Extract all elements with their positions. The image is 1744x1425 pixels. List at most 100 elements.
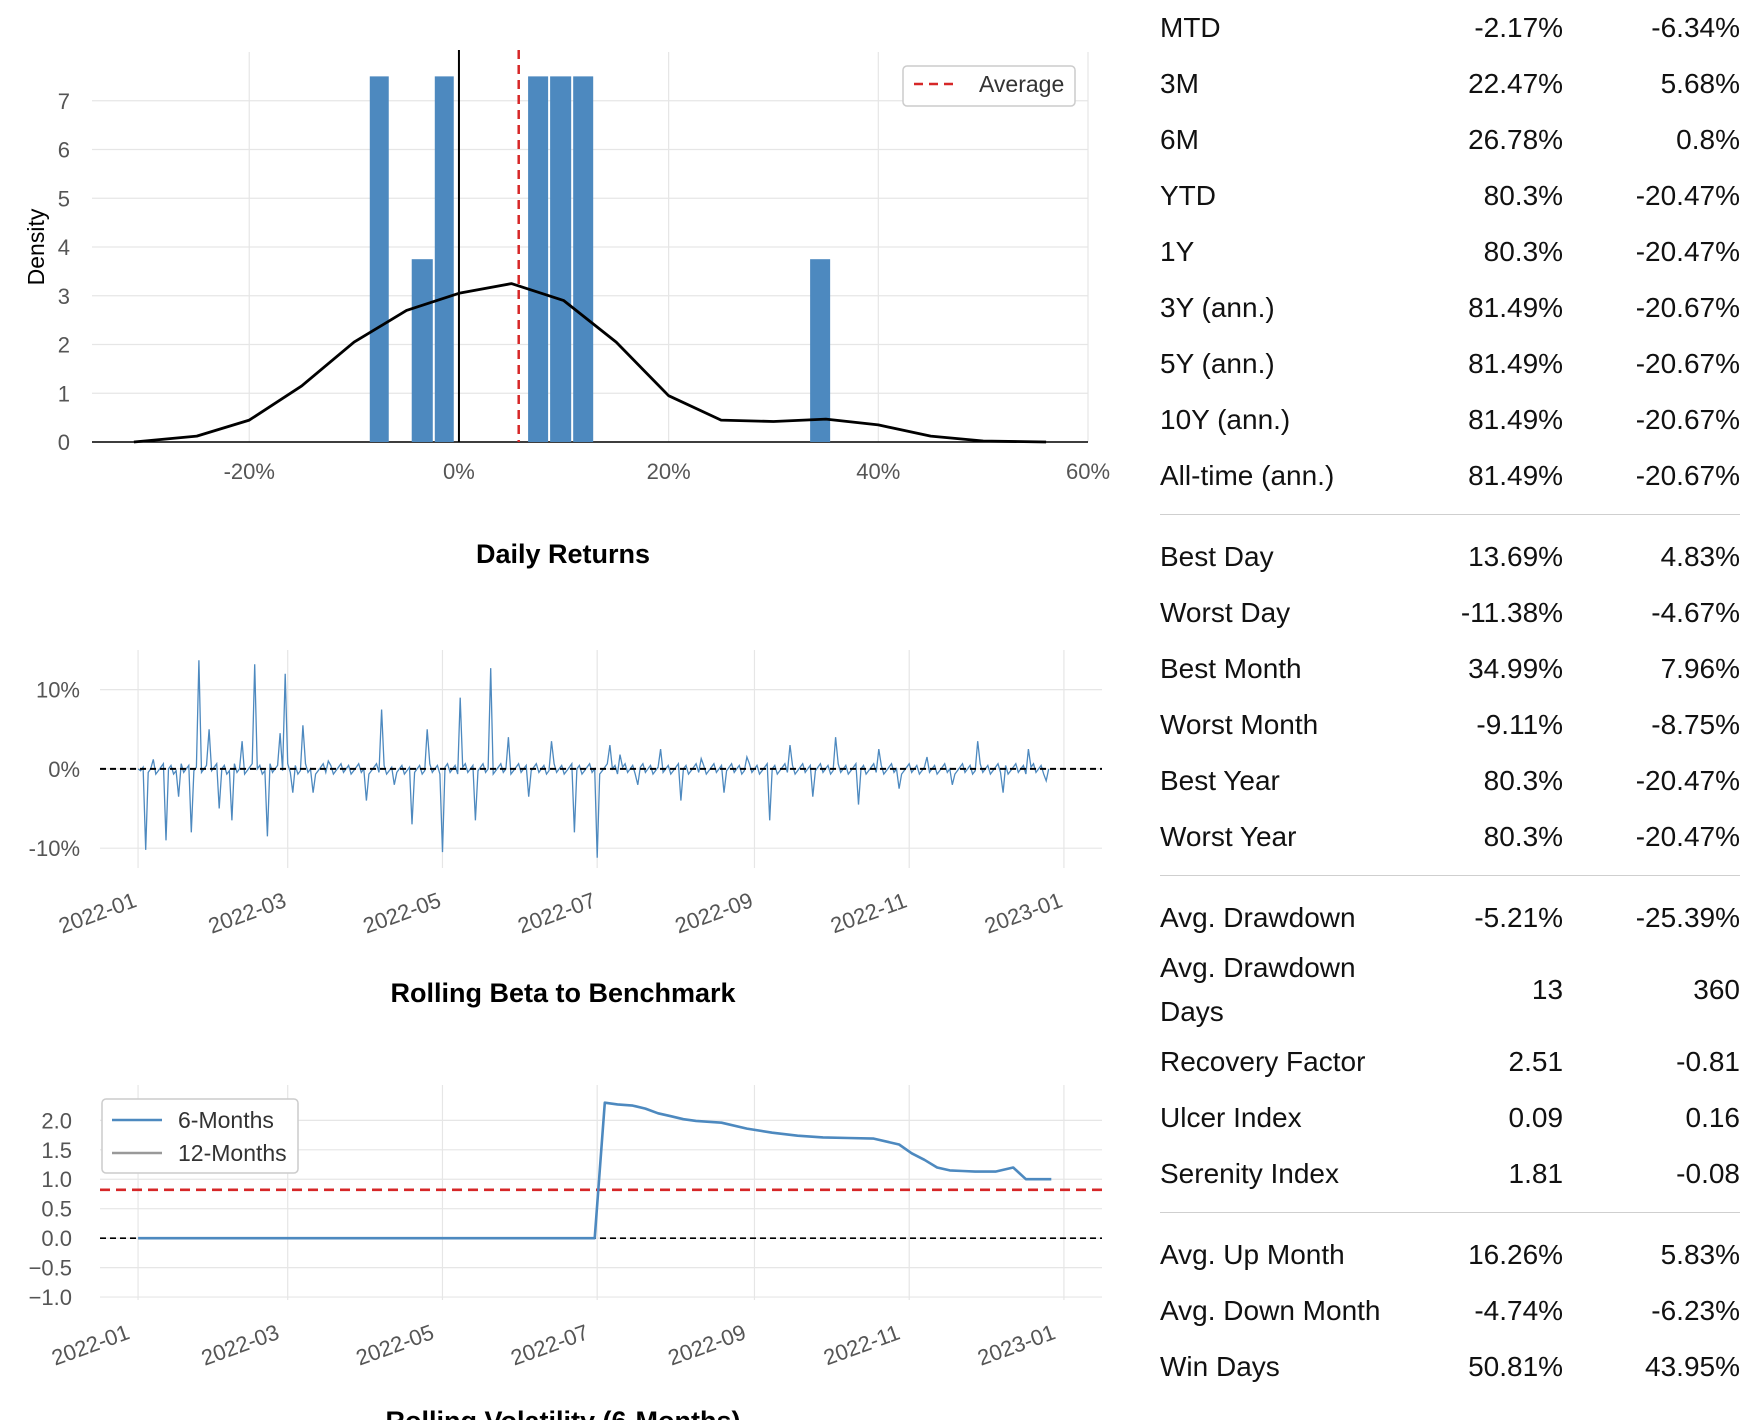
metrics-row: 3M 22.47% 5.68% xyxy=(1160,56,1740,112)
beta-y-tick-label: 1.5 xyxy=(41,1138,72,1163)
metric-benchmark-value: 4.83% xyxy=(1660,541,1740,572)
beta-6-months-line xyxy=(138,1101,1052,1240)
metric-strategy-value: 81.49% xyxy=(1468,292,1564,323)
metric-label: Avg. Drawdown Days xyxy=(1160,952,1356,1027)
charts-panel: -20% 0% 20% 40% 60% 0 1 2 3 4 5 6 7 Density Average Dai… xyxy=(23,50,1110,1425)
metric-benchmark-value: 43.95% xyxy=(1645,1351,1740,1382)
beta-y-tick-label: −1.0 xyxy=(29,1285,72,1310)
metrics-row: YTD 80.3% -20.47% xyxy=(1160,168,1740,224)
charts-svg: -20% 0% 20% 40% 60% 0 1 2 3 4 5 6 7 Density Average Dai… xyxy=(23,50,1110,1425)
metrics-row: Best Month 34.99% 7.96% xyxy=(1160,641,1740,697)
metric-label: Worst Day xyxy=(1160,597,1291,628)
beta-x-tick-label: 2022-11 xyxy=(820,1320,903,1371)
metric-benchmark-value: -20.67% xyxy=(1635,460,1740,491)
hist-y-tick-label: 3 xyxy=(58,284,70,309)
rolling-beta-title: Rolling Beta to Benchmark xyxy=(390,978,736,1008)
metric-strategy-value: 50.81% xyxy=(1468,1351,1564,1382)
beta-y-tick-label: 2.0 xyxy=(41,1108,72,1133)
metric-strategy-value: 81.49% xyxy=(1468,460,1564,491)
metrics-row: 10Y (ann.) 81.49% -20.67% xyxy=(1160,392,1740,448)
metrics-row: Worst Year 80.3% -20.47% xyxy=(1160,809,1740,865)
metrics-row: Best Year 80.3% -20.47% xyxy=(1160,753,1740,809)
metric-label: Avg. Up Month xyxy=(1160,1239,1345,1270)
hist-x-tick-label: -20% xyxy=(224,459,275,484)
metric-benchmark-value: -6.23% xyxy=(1651,1295,1740,1326)
hist-bar xyxy=(810,259,831,442)
metric-label: Avg. Down Month xyxy=(1160,1295,1381,1326)
metric-benchmark-value: 7.96% xyxy=(1660,653,1740,684)
metric-label: Win Days xyxy=(1160,1351,1280,1382)
metric-benchmark-value: -8.75% xyxy=(1651,709,1740,740)
metric-benchmark-value: -20.67% xyxy=(1635,348,1740,379)
hist-legend-box xyxy=(902,65,1076,107)
metric-label: 10Y (ann.) xyxy=(1160,404,1291,435)
metrics-row: Serenity Index 1.81 -0.08 xyxy=(1160,1146,1740,1202)
hist-bar xyxy=(573,76,594,442)
metrics-row: 1Y 80.3% -20.47% xyxy=(1160,224,1740,280)
metric-benchmark-value: -0.08 xyxy=(1676,1158,1740,1189)
metric-strategy-value: -11.38% xyxy=(1460,597,1564,628)
rolling-volatility-title: Rolling Volatility (6-Months) xyxy=(386,1406,741,1420)
metric-strategy-value: 2.51 xyxy=(1508,1046,1564,1077)
metric-label: Best Year xyxy=(1160,765,1280,796)
hist-y-tick-label: 1 xyxy=(58,381,70,406)
metrics-row: All-time (ann.) 81.49% -20.67% xyxy=(1160,448,1740,504)
metric-strategy-value: -4.74% xyxy=(1474,1295,1564,1326)
returns-x-tick-label: 2022-01 xyxy=(55,887,139,938)
hist-x-tick-label: 40% xyxy=(856,459,900,484)
metrics-table: MTD -2.17% -6.34% 3M 22.47% 5.68% 6M 26.78% 0.8%… xyxy=(1160,0,1740,1419)
hist-legend-label: Average xyxy=(979,71,1064,97)
hist-y-axis-label: Density xyxy=(23,208,49,285)
metric-label: 3M xyxy=(1160,68,1199,99)
returns-x-tick-label: 2022-09 xyxy=(672,887,756,938)
returns-x-tick-label: 2022-05 xyxy=(360,887,444,938)
metrics-row: Ulcer Index 0.09 0.16 xyxy=(1160,1090,1740,1146)
metric-label: All-time (ann.) xyxy=(1160,460,1335,491)
hist-x-tick-label: 60% xyxy=(1066,459,1110,484)
metrics-row: 6M 26.78% 0.8% xyxy=(1160,112,1740,168)
beta-legend-box xyxy=(101,1098,299,1174)
returns-y-tick-label: 10% xyxy=(36,678,80,703)
metric-strategy-value: 34.99% xyxy=(1468,653,1564,684)
metric-benchmark-value: -20.47% xyxy=(1635,180,1740,211)
metrics-row: Avg. Up Month 16.26% 5.83% xyxy=(1160,1227,1740,1283)
metric-strategy-value: 16.26% xyxy=(1468,1239,1564,1270)
metric-strategy-value: 13.69% xyxy=(1468,541,1564,572)
metric-benchmark-value: -6.34% xyxy=(1651,12,1740,43)
metrics-row: Best Day 13.69% 4.83% xyxy=(1160,529,1740,585)
metrics-row: 3Y (ann.) 81.49% -20.67% xyxy=(1160,280,1740,336)
metric-benchmark-value: -20.47% xyxy=(1635,765,1740,796)
metric-benchmark-value: 360 xyxy=(1693,974,1740,1005)
beta-x-tick-label: 2022-01 xyxy=(48,1319,132,1370)
hist-kde-curve xyxy=(133,282,1047,444)
metric-label: Worst Month xyxy=(1160,709,1319,740)
hist-y-tick-label: 4 xyxy=(58,235,70,260)
metric-label: Ulcer Index xyxy=(1160,1102,1302,1133)
metrics-row: MTD -2.17% -6.34% xyxy=(1160,0,1740,56)
metric-benchmark-value: 0.8% xyxy=(1676,124,1740,155)
metric-benchmark-value: 0.16 xyxy=(1685,1102,1741,1133)
metric-benchmark-value: 5.83% xyxy=(1660,1239,1740,1270)
beta-x-tick-label: 2022-09 xyxy=(665,1319,749,1370)
hist-x-tick-label: 20% xyxy=(647,459,691,484)
metric-strategy-value: 81.49% xyxy=(1468,404,1564,435)
metric-benchmark-value: -20.67% xyxy=(1635,292,1740,323)
metric-strategy-value: -9.11% xyxy=(1476,709,1564,740)
metrics-group: Best Day 13.69% 4.83% Worst Day -11.38% -4.67… xyxy=(1160,529,1740,876)
returns-y-tick-label: -10% xyxy=(29,836,80,861)
hist-bar xyxy=(528,76,549,442)
returns-x-tick-label: 2022-07 xyxy=(514,887,598,938)
metric-strategy-value: 1.81 xyxy=(1508,1158,1564,1189)
hist-y-tick-label: 6 xyxy=(58,138,70,163)
metric-strategy-value: 22.47% xyxy=(1468,68,1564,99)
beta-y-tick-label: 0.0 xyxy=(41,1226,72,1251)
metric-label: Best Day xyxy=(1160,541,1274,572)
metric-strategy-value: 80.3% xyxy=(1483,765,1564,796)
metric-label: Avg. Drawdown xyxy=(1160,902,1356,933)
metric-strategy-value: 80.3% xyxy=(1483,821,1564,852)
beta-x-tick-label: 2022-03 xyxy=(198,1319,282,1370)
metric-label: Best Month xyxy=(1160,653,1302,684)
metric-label: Recovery Factor xyxy=(1160,1046,1366,1077)
metric-strategy-value: -5.21% xyxy=(1474,902,1564,933)
hist-bar xyxy=(434,76,454,442)
